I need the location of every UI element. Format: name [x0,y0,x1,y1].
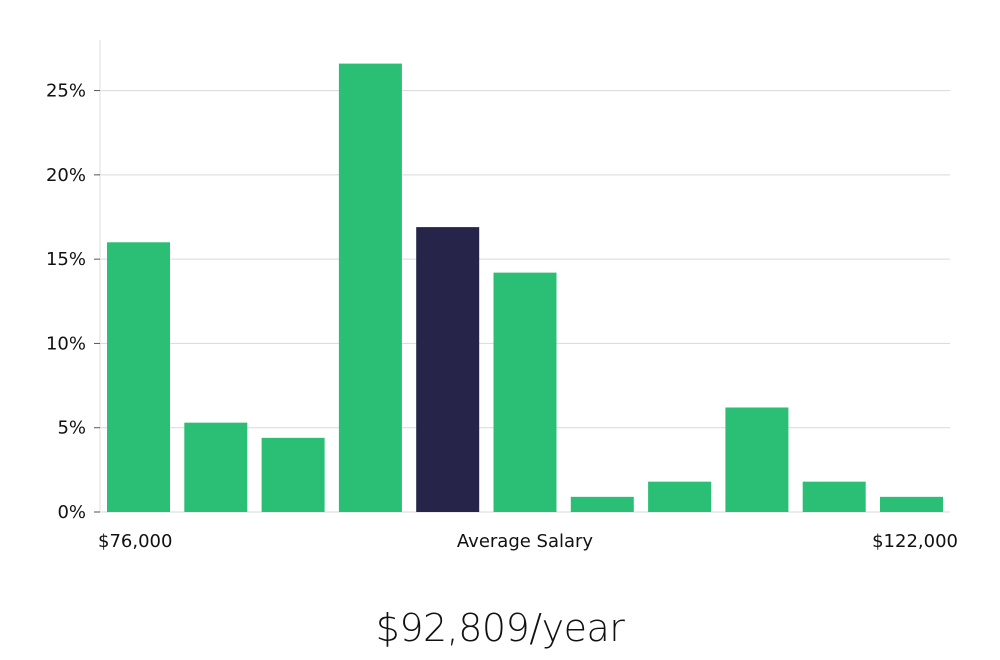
y-tick-label-5: 5% [57,418,86,439]
bars [107,63,943,513]
x-label-average: Average Salary [457,531,594,552]
bar-6 [493,272,557,512]
bar-2 [184,422,248,512]
bar-9 [725,407,789,512]
bar-7 [570,496,634,512]
bar-11 [880,496,943,512]
salary-histogram: 0%5%10%15%20%25% $76,000 Average Salary … [46,40,958,552]
y-tick-label-25: 25% [46,81,86,102]
bar-average-highlight [416,227,480,512]
bar-4 [338,63,402,512]
y-axis-ticks: 0% 5% 10% 15% 20% 25% [46,81,100,523]
y-tick-label-10: 10% [46,333,86,354]
y-tick-label-20: 20% [46,165,86,186]
bar-10 [802,481,866,512]
y-tick-label-0: 0% [57,502,86,523]
x-label-max: $122,000 [872,531,958,552]
bar-1 [107,242,170,513]
x-label-min: $76,000 [98,531,172,552]
bar-3 [261,437,325,512]
bar-8 [648,481,712,512]
average-salary-headline: $92,809/year [375,606,625,650]
y-tick-label-15: 15% [46,249,86,270]
